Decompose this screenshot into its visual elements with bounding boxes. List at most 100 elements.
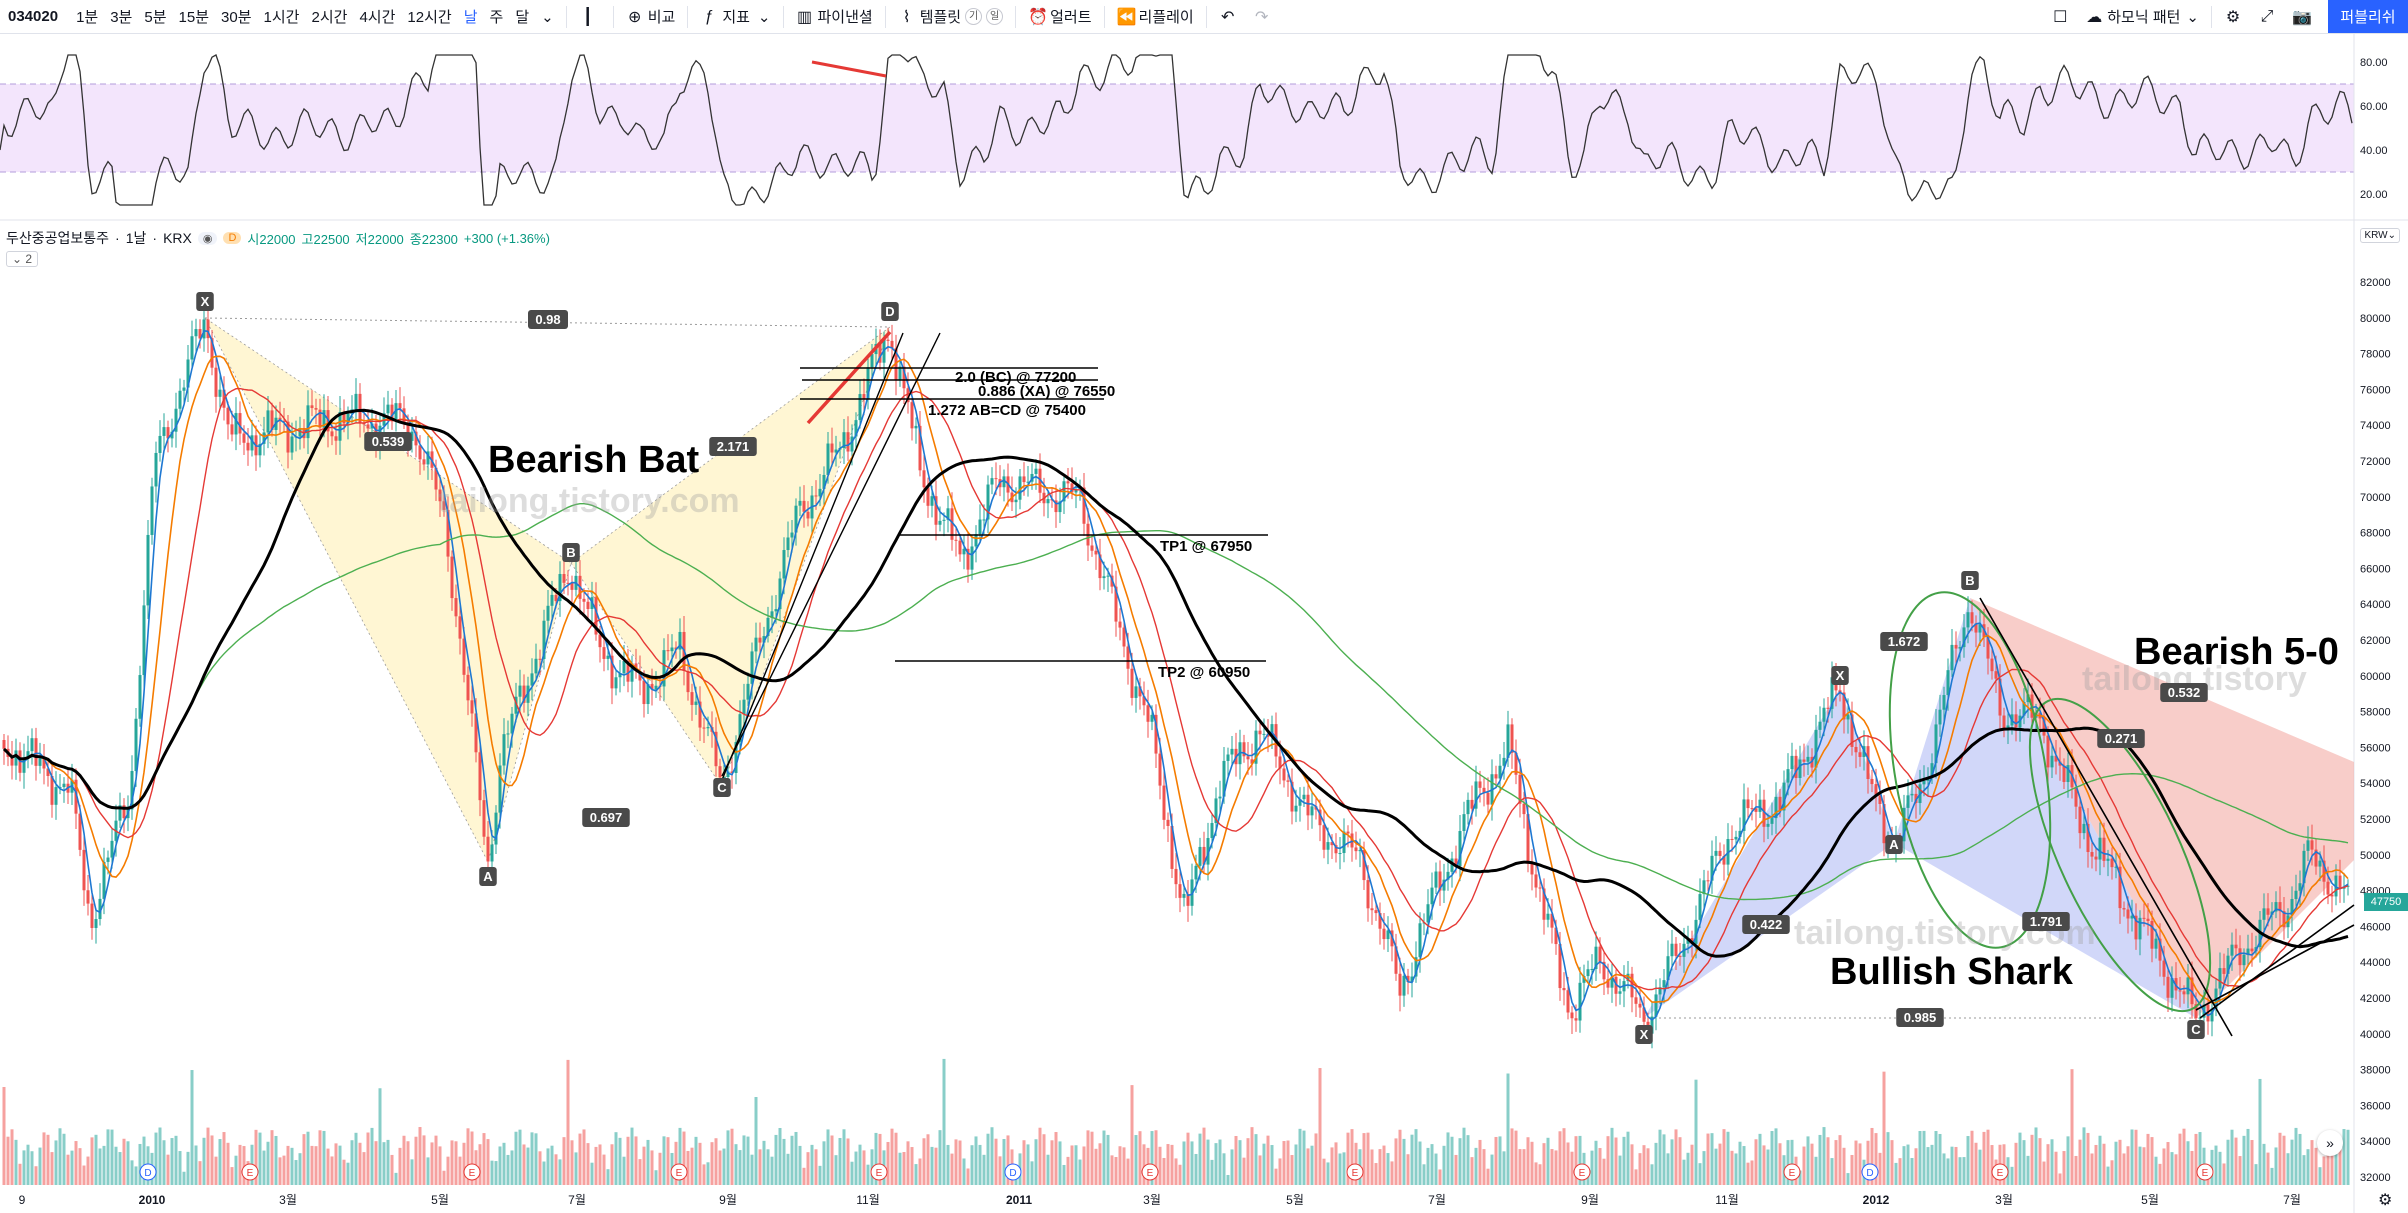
candle-body	[2210, 1008, 2214, 1022]
undo-button[interactable]: ↶	[1213, 0, 1247, 33]
candle-body	[514, 696, 518, 714]
event-marker[interactable]: D	[1861, 1163, 1879, 1181]
candle-body	[666, 650, 670, 652]
volume-bar	[798, 1145, 802, 1185]
candle-body	[122, 805, 126, 819]
event-marker[interactable]: E	[1346, 1163, 1364, 1181]
candle-body	[1678, 955, 1682, 957]
harmonic-pattern-button[interactable]: ☁ 하모닉 패턴 ⌄	[2079, 0, 2205, 33]
level-label: 0.886 (XA) @ 76550	[978, 383, 1115, 400]
candle-body	[1090, 545, 1094, 551]
candle-body	[1114, 586, 1118, 622]
interval-month[interactable]: 달	[515, 9, 530, 26]
volume-bar	[70, 1150, 74, 1185]
camera-icon[interactable]: 📷	[2292, 8, 2312, 26]
interval-1h[interactable]: 1시간	[263, 9, 300, 26]
price-axis-label: 50000	[2360, 850, 2391, 862]
collapse-indicators-button[interactable]: ⌄ 2	[6, 251, 39, 267]
eye-icon[interactable]: ◉	[197, 231, 218, 245]
chevron-down-icon[interactable]: ⌄	[541, 8, 554, 26]
volume-bar	[2, 1087, 6, 1185]
currency-selector[interactable]: KRW⌄	[2360, 228, 2400, 243]
candle-body	[2266, 908, 2270, 915]
replay-button[interactable]: ⏪ 리플레이	[1111, 0, 1200, 33]
symbol-search[interactable]: 034020	[8, 8, 59, 25]
candle-body	[1598, 946, 1602, 962]
candle-style-icon[interactable]: ┃	[582, 8, 593, 26]
candle-body	[662, 650, 666, 687]
volume-bar	[842, 1129, 846, 1185]
financials-button[interactable]: ▥ 파이낸셜	[790, 0, 879, 33]
candle-body	[1462, 814, 1466, 832]
candle-body	[2282, 911, 2286, 928]
indicators-button[interactable]: ƒ 지표 ⌄	[694, 0, 776, 33]
volume-bar	[974, 1136, 978, 1185]
interval-day[interactable]: 날	[463, 9, 478, 26]
candle-body	[1406, 975, 1410, 983]
collapse-count: 2	[25, 252, 33, 266]
interval-4h[interactable]: 4시간	[359, 9, 396, 26]
candle-body	[1378, 913, 1382, 929]
expand-icon[interactable]: ⤢	[2260, 7, 2274, 25]
candle-body	[2198, 1017, 2202, 1019]
candle-body	[522, 685, 526, 703]
candle-body	[1666, 956, 1670, 981]
legend-symbol-name[interactable]: 두산중공업보통주	[6, 230, 110, 246]
candle-body	[694, 701, 698, 705]
event-marker[interactable]: E	[670, 1163, 688, 1181]
candle-body	[1870, 779, 1874, 785]
fullscreen-box-icon[interactable]: ☐	[2053, 8, 2068, 26]
event-marker[interactable]: E	[463, 1163, 481, 1181]
candle-body	[814, 495, 818, 497]
interval-1m[interactable]: 1분	[76, 9, 99, 26]
gear-icon[interactable]: ⚙	[2225, 8, 2241, 26]
event-marker[interactable]: E	[241, 1163, 259, 1181]
volume-bar	[366, 1132, 370, 1185]
candle-body	[926, 487, 930, 506]
event-marker[interactable]: E	[1141, 1163, 1159, 1181]
interval-15m[interactable]: 15분	[178, 9, 210, 26]
event-marker[interactable]: E	[1573, 1163, 1591, 1181]
volume-bar	[666, 1137, 670, 1185]
volume-bar	[1506, 1073, 1510, 1185]
event-marker[interactable]: E	[1991, 1163, 2009, 1181]
volume-bar	[1342, 1152, 1346, 1185]
candle-body	[1430, 887, 1434, 905]
volume-bar	[814, 1149, 818, 1185]
gear-icon[interactable]: ⚙	[2378, 1192, 2393, 1209]
volume-bar	[242, 1146, 246, 1185]
volume-bar	[74, 1141, 78, 1185]
svg-text:E: E	[676, 1168, 683, 1179]
time-axis-label: 2012	[1863, 1193, 1890, 1207]
volume-bar	[1542, 1143, 1546, 1185]
compare-button[interactable]: ⊕ 비교	[620, 0, 682, 33]
interval-2h[interactable]: 2시간	[311, 9, 348, 26]
event-marker[interactable]: E	[1783, 1163, 1801, 1181]
interval-12h[interactable]: 12시간	[407, 9, 452, 26]
interval-3m[interactable]: 3분	[110, 9, 133, 26]
volume-bar	[22, 1150, 26, 1185]
volume-bar	[1754, 1139, 1758, 1185]
volume-bar	[470, 1131, 474, 1185]
volume-bar	[390, 1154, 394, 1185]
volume-bar	[2310, 1140, 2314, 1185]
event-marker[interactable]: E	[870, 1163, 888, 1181]
volume-bar	[1410, 1134, 1414, 1185]
svg-text:E: E	[876, 1168, 883, 1179]
candle-body	[238, 413, 242, 434]
redo-button[interactable]: ↷	[1247, 0, 1281, 33]
event-marker[interactable]: E	[2196, 1163, 2214, 1181]
volume-bar	[934, 1147, 938, 1185]
scroll-right-button[interactable]: »	[2317, 1130, 2343, 1156]
event-marker[interactable]: D	[1004, 1163, 1022, 1181]
interval-30m[interactable]: 30분	[221, 9, 252, 26]
candle-body	[94, 919, 98, 928]
alert-button[interactable]: ⏰ 얼러트	[1022, 0, 1097, 33]
event-marker[interactable]: D	[139, 1163, 157, 1181]
interval-week[interactable]: 주	[489, 9, 504, 26]
candle-body	[1054, 500, 1058, 513]
interval-5m[interactable]: 5분	[144, 9, 167, 26]
publish-button[interactable]: 퍼블리쉬	[2328, 0, 2408, 33]
templates-button[interactable]: ⌇ 템플릿 기 일	[892, 0, 1009, 33]
